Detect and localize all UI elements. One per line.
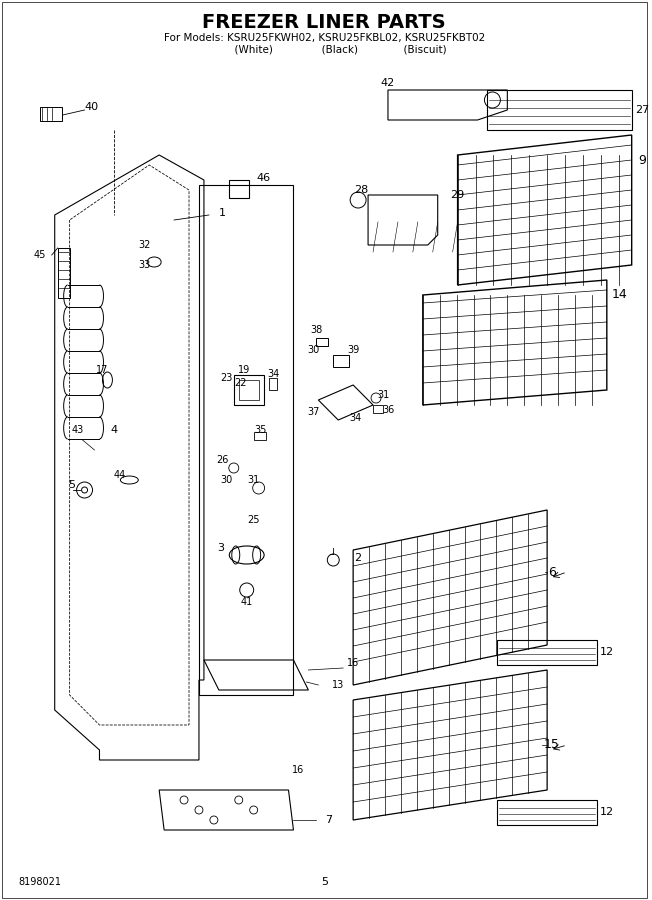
Text: FREEZER LINER PARTS: FREEZER LINER PARTS xyxy=(203,13,446,32)
Text: 19: 19 xyxy=(237,365,250,375)
Bar xyxy=(57,248,70,298)
Text: (White)               (Black)              (Biscuit): (White) (Black) (Biscuit) xyxy=(202,45,447,55)
Text: 22: 22 xyxy=(235,378,247,388)
Text: 8198021: 8198021 xyxy=(18,877,61,887)
Text: 32: 32 xyxy=(138,240,151,250)
Text: 5: 5 xyxy=(68,480,75,490)
Text: 15: 15 xyxy=(544,739,560,752)
Text: 36: 36 xyxy=(382,405,394,415)
Text: 39: 39 xyxy=(347,345,359,355)
Text: 38: 38 xyxy=(310,325,323,335)
Bar xyxy=(234,375,263,405)
Text: 31: 31 xyxy=(248,475,259,485)
Text: 33: 33 xyxy=(138,260,151,270)
Text: 13: 13 xyxy=(332,680,344,690)
Text: 30: 30 xyxy=(220,475,233,485)
Text: 16: 16 xyxy=(292,765,304,775)
Text: 35: 35 xyxy=(254,425,267,435)
Text: 5: 5 xyxy=(321,877,328,887)
Bar xyxy=(316,338,328,346)
Text: 4: 4 xyxy=(111,425,118,435)
Text: 42: 42 xyxy=(381,78,395,88)
Bar xyxy=(333,355,349,367)
Text: 37: 37 xyxy=(307,407,319,417)
Text: 44: 44 xyxy=(113,470,125,480)
Text: 12: 12 xyxy=(600,647,614,657)
Text: 27: 27 xyxy=(634,105,649,115)
Bar xyxy=(229,180,248,198)
Text: 41: 41 xyxy=(241,597,253,607)
Text: For Models: KSRU25FKWH02, KSRU25FKBL02, KSRU25FKBT02: For Models: KSRU25FKWH02, KSRU25FKBL02, … xyxy=(164,33,485,43)
Bar xyxy=(254,432,265,440)
Text: 46: 46 xyxy=(256,173,271,183)
Text: 28: 28 xyxy=(354,185,368,195)
Text: 23: 23 xyxy=(220,373,233,383)
Text: 26: 26 xyxy=(216,455,229,465)
Text: 34: 34 xyxy=(349,413,361,423)
Text: 40: 40 xyxy=(85,102,98,112)
Text: 45: 45 xyxy=(33,250,46,260)
Text: 12: 12 xyxy=(600,807,614,817)
Text: 31: 31 xyxy=(377,390,389,400)
Text: 3: 3 xyxy=(217,543,224,553)
Bar xyxy=(40,107,62,121)
Bar xyxy=(239,380,259,400)
Text: 9: 9 xyxy=(639,154,647,166)
Text: 25: 25 xyxy=(247,515,260,525)
Bar xyxy=(269,378,276,390)
Text: 43: 43 xyxy=(72,425,83,435)
Text: 7: 7 xyxy=(325,815,332,825)
Text: 30: 30 xyxy=(307,345,319,355)
Text: 29: 29 xyxy=(451,190,465,200)
Text: 1: 1 xyxy=(219,208,226,218)
Text: 17: 17 xyxy=(96,365,109,375)
Text: 6: 6 xyxy=(548,565,556,579)
Text: 14: 14 xyxy=(612,289,627,302)
Text: 34: 34 xyxy=(267,369,280,379)
Bar xyxy=(373,405,383,413)
Text: 16: 16 xyxy=(347,658,359,668)
Text: 2: 2 xyxy=(355,553,362,563)
